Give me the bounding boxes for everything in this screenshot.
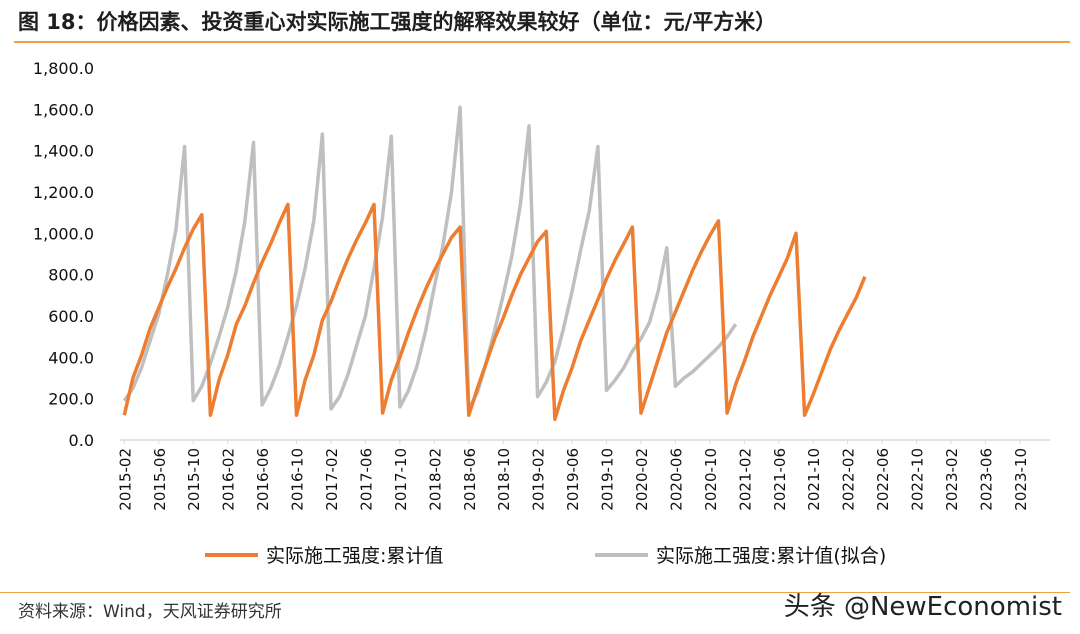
x-axis-tick-labels: 2015-02 2015-06 2015-10 2016-02 2016-06 2016-… bbox=[116, 440, 1030, 511]
x-tick-label: 2019-10 bbox=[599, 448, 617, 511]
x-tick-label: 2018-06 bbox=[461, 448, 479, 511]
x-tick-label: 2020-06 bbox=[667, 448, 685, 511]
x-tick-label: 2016-10 bbox=[289, 448, 307, 511]
x-tick-label: 2021-10 bbox=[805, 448, 823, 511]
y-axis-tick-labels: 0.0 200.0 400.0 600.0 800.0 1,000.0 1,200.0 1,4… bbox=[33, 59, 94, 450]
x-tick-label: 2016-06 bbox=[254, 448, 272, 511]
x-tick-label: 2015-02 bbox=[116, 448, 134, 511]
x-tick-label: 2022-10 bbox=[909, 448, 927, 511]
footer-divider bbox=[0, 592, 1070, 593]
legend-label-actual: 实际施工强度:累计值 bbox=[266, 545, 443, 567]
series-group bbox=[122, 105, 867, 422]
x-tick-label: 2021-06 bbox=[771, 448, 789, 511]
x-tick-label: 2020-02 bbox=[633, 448, 651, 511]
x-tick-label: 2022-02 bbox=[840, 448, 858, 511]
y-tick-label: 1,400.0 bbox=[33, 142, 94, 161]
y-tick-label: 1,600.0 bbox=[33, 100, 94, 119]
x-tick-label: 2020-10 bbox=[702, 448, 720, 511]
x-tick-label: 2016-02 bbox=[220, 448, 238, 511]
x-tick-label: 2015-10 bbox=[185, 448, 203, 511]
y-tick-label: 800.0 bbox=[48, 266, 94, 285]
x-tick-label: 2018-02 bbox=[426, 448, 444, 511]
x-tick-label: 2021-02 bbox=[736, 448, 754, 511]
x-tick-label: 2022-06 bbox=[874, 448, 892, 511]
source-note: 资料来源：Wind，天风证券研究所 bbox=[18, 602, 282, 622]
watermark: 头条 @NewEconomist bbox=[783, 592, 1062, 622]
line-chart: 0.0 200.0 400.0 600.0 800.0 1,000.0 1,200.0 1,4… bbox=[33, 59, 1050, 567]
legend: 实际施工强度:累计值 实际施工强度:累计值(拟合) bbox=[205, 545, 886, 567]
series-line-fitted bbox=[122, 105, 738, 411]
x-tick-label: 2018-10 bbox=[495, 448, 513, 511]
x-tick-label: 2017-02 bbox=[323, 448, 341, 511]
title-divider bbox=[14, 41, 1070, 43]
y-tick-label: 200.0 bbox=[48, 390, 94, 409]
chart-title: 图 18：价格因素、投资重心对实际施工强度的解释效果较好（单位：元/平方米） bbox=[18, 10, 777, 34]
x-tick-label: 2015-06 bbox=[151, 448, 169, 511]
x-tick-label: 2017-10 bbox=[392, 448, 410, 511]
y-tick-label: 0.0 bbox=[69, 431, 94, 450]
x-tick-label: 2023-02 bbox=[943, 448, 961, 511]
x-tick-label: 2019-06 bbox=[564, 448, 582, 511]
x-tick-label: 2023-10 bbox=[1012, 448, 1030, 511]
y-tick-label: 1,000.0 bbox=[33, 224, 94, 243]
x-tick-label: 2023-06 bbox=[977, 448, 995, 511]
series-line-actual bbox=[122, 202, 867, 422]
x-tick-label: 2019-02 bbox=[530, 448, 548, 511]
y-tick-label: 1,800.0 bbox=[33, 59, 94, 78]
x-tick-label: 2017-06 bbox=[357, 448, 375, 511]
y-tick-label: 400.0 bbox=[48, 348, 94, 367]
y-tick-label: 600.0 bbox=[48, 307, 94, 326]
y-tick-label: 1,200.0 bbox=[33, 183, 94, 202]
legend-label-fitted: 实际施工强度:累计值(拟合) bbox=[656, 545, 886, 567]
